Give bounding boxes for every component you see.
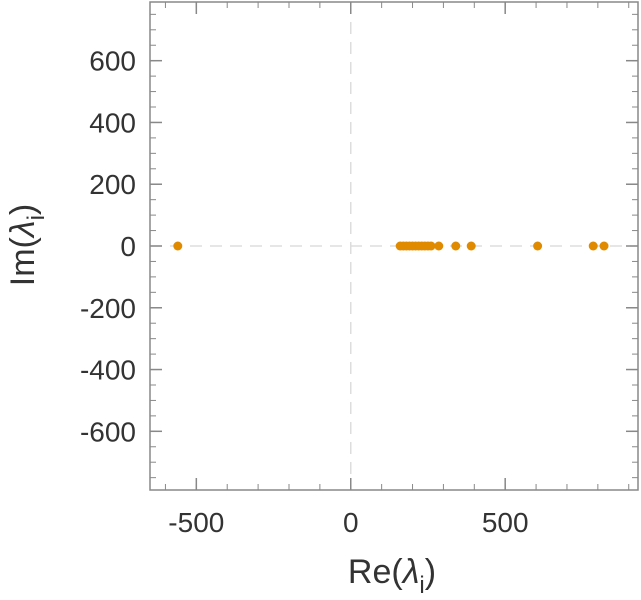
- data-point: [434, 241, 444, 251]
- x-tick-labels: -500 0 500: [168, 507, 528, 538]
- y-tick-label: 0: [120, 231, 136, 262]
- plot-frame: [149, 1, 639, 491]
- data-point: [466, 241, 476, 251]
- data-point: [426, 241, 436, 251]
- y-tick-label: 200: [89, 169, 136, 200]
- y-tick-label: -200: [80, 293, 136, 324]
- data-point: [173, 241, 183, 251]
- x-tick-label: 0: [343, 507, 359, 538]
- major-ticks: [150, 2, 638, 490]
- y-tick-labels: -600 -400 -200 0 200 400 600: [80, 46, 136, 448]
- y-axis-label: Im(λi): [4, 204, 50, 287]
- x-axis-label: Re(λi): [348, 553, 436, 599]
- data-point: [588, 241, 598, 251]
- y-tick-label: 400: [89, 107, 136, 138]
- x-tick-label: 500: [482, 507, 529, 538]
- x-tick-label: -500: [168, 507, 224, 538]
- y-tick-label: -400: [80, 355, 136, 386]
- data-point: [451, 241, 461, 251]
- y-tick-label: 600: [89, 46, 136, 77]
- data-points: [173, 241, 609, 251]
- data-point: [533, 241, 543, 251]
- y-tick-label: -600: [80, 416, 136, 447]
- zero-lines: [150, 2, 638, 490]
- data-point: [599, 241, 609, 251]
